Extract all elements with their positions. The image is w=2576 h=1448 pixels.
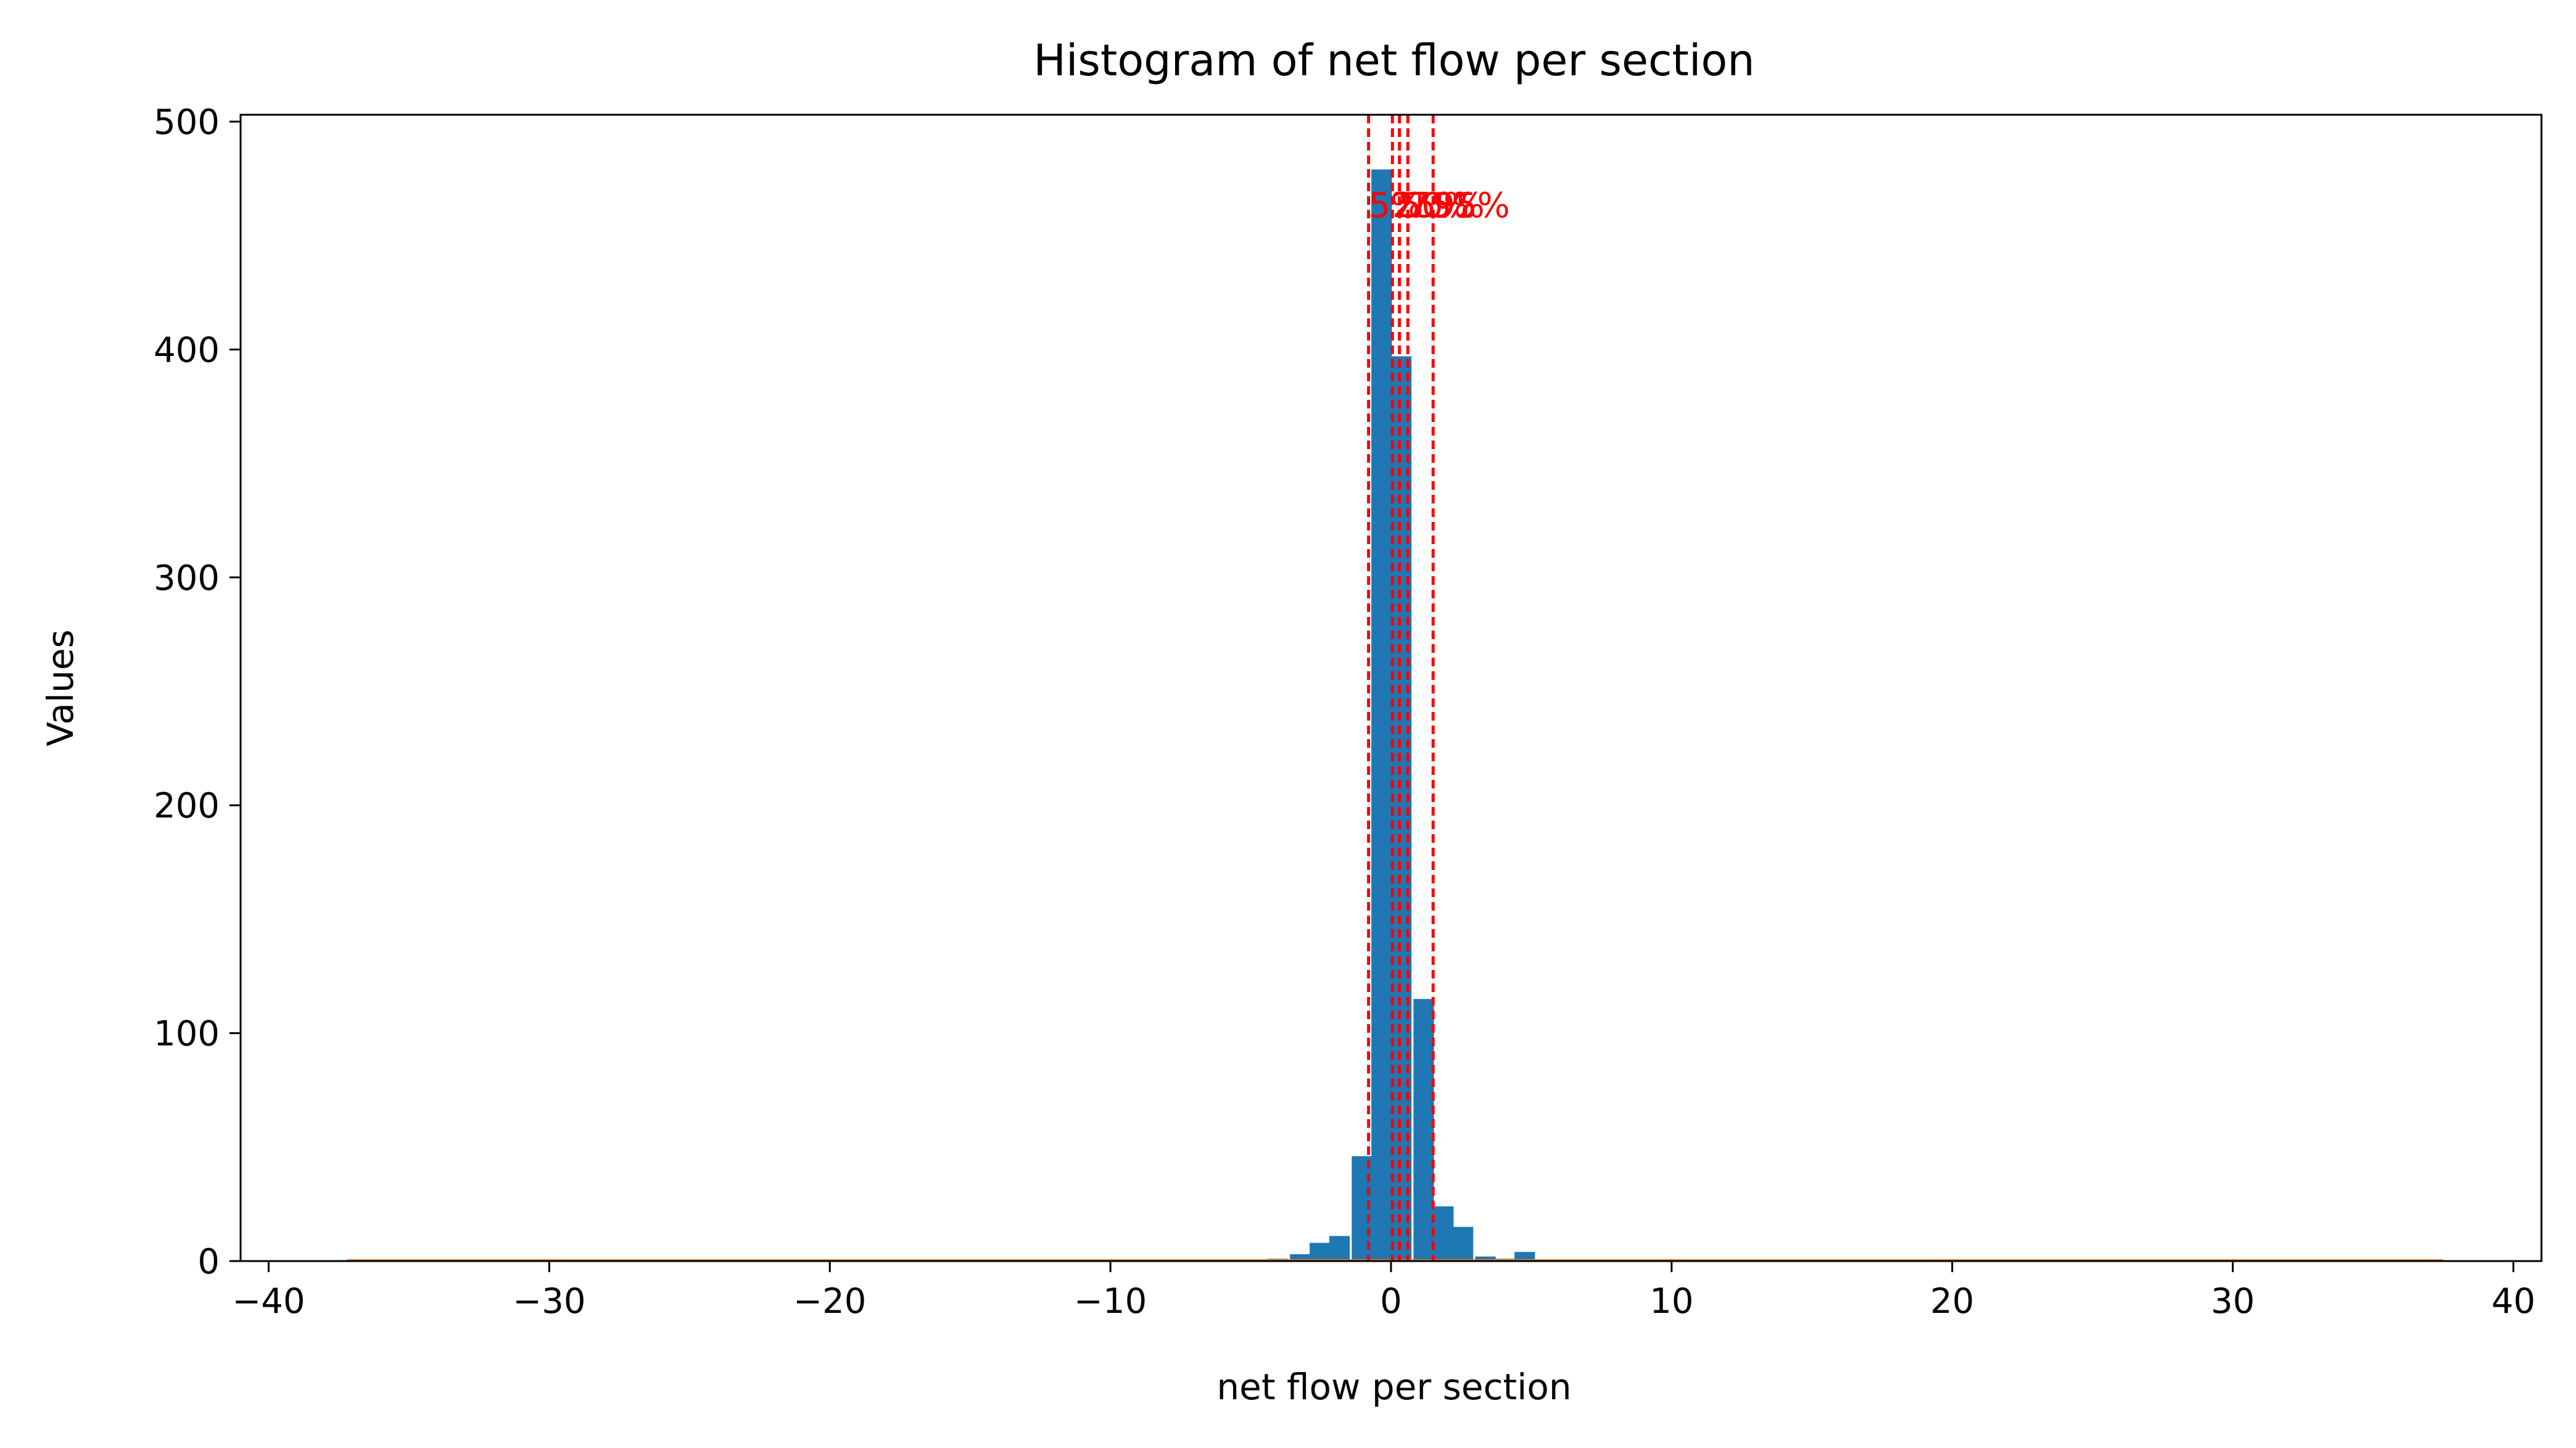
- primary-series: [1267, 169, 1535, 1262]
- histogram-bar-9: [1453, 1227, 1474, 1261]
- y-tick-label-3: 300: [154, 558, 220, 598]
- percentile-label-4: 95%: [1433, 186, 1509, 226]
- y-tick-label-0: 0: [197, 1242, 220, 1282]
- y-tick-label-1: 100: [154, 1014, 220, 1054]
- histogram-bar-8: [1433, 1206, 1454, 1261]
- x-axis-label: net flow per section: [1216, 1366, 1571, 1408]
- x-tick-label-0: −40: [232, 1281, 305, 1322]
- percentile-label-2: 50%: [1400, 186, 1476, 226]
- x-tick-label-6: 20: [1930, 1281, 1974, 1322]
- x-tick-label-4: 0: [1380, 1281, 1402, 1322]
- chart-title: Histogram of net flow per section: [1033, 35, 1754, 86]
- x-axis: −40 −30 −20 −10 0 10 20 30 40: [232, 1261, 2535, 1322]
- histogram-bar-12: [1514, 1252, 1535, 1261]
- plot-area: 5%25%50%75%95%: [239, 114, 2543, 1262]
- y-tick-label-2: 200: [154, 786, 220, 826]
- histogram-bar-1: [1290, 1254, 1311, 1261]
- x-tick-label-3: −10: [1074, 1281, 1147, 1322]
- percentile-lines: [1367, 115, 1435, 1261]
- histogram-bar-2: [1310, 1243, 1331, 1261]
- x-tick-label-1: −30: [513, 1281, 585, 1322]
- histogram-bar-5: [1371, 169, 1392, 1261]
- percentile-label-3: 75%: [1408, 186, 1484, 226]
- x-tick-label-2: −20: [793, 1281, 866, 1322]
- percentile-label-0: 5%: [1369, 186, 1424, 226]
- histogram-bar-3: [1329, 1236, 1350, 1261]
- y-axis: 0 100 200 300 400 500: [154, 102, 241, 1282]
- y-tick-label-4: 400: [154, 330, 220, 370]
- percentile-label-1: 25%: [1392, 186, 1469, 226]
- x-tick-label-8: 40: [2491, 1281, 2535, 1322]
- x-tick-label-7: 30: [2211, 1281, 2255, 1322]
- percentile-labels: 5%25%50%75%95%: [1369, 186, 1510, 226]
- y-tick-label-5: 500: [154, 102, 220, 143]
- x-tick-label-5: 10: [1649, 1281, 1693, 1322]
- y-axis-label: Values: [39, 629, 81, 747]
- histogram-bar-10: [1475, 1256, 1496, 1261]
- histogram-bar-7: [1413, 999, 1434, 1261]
